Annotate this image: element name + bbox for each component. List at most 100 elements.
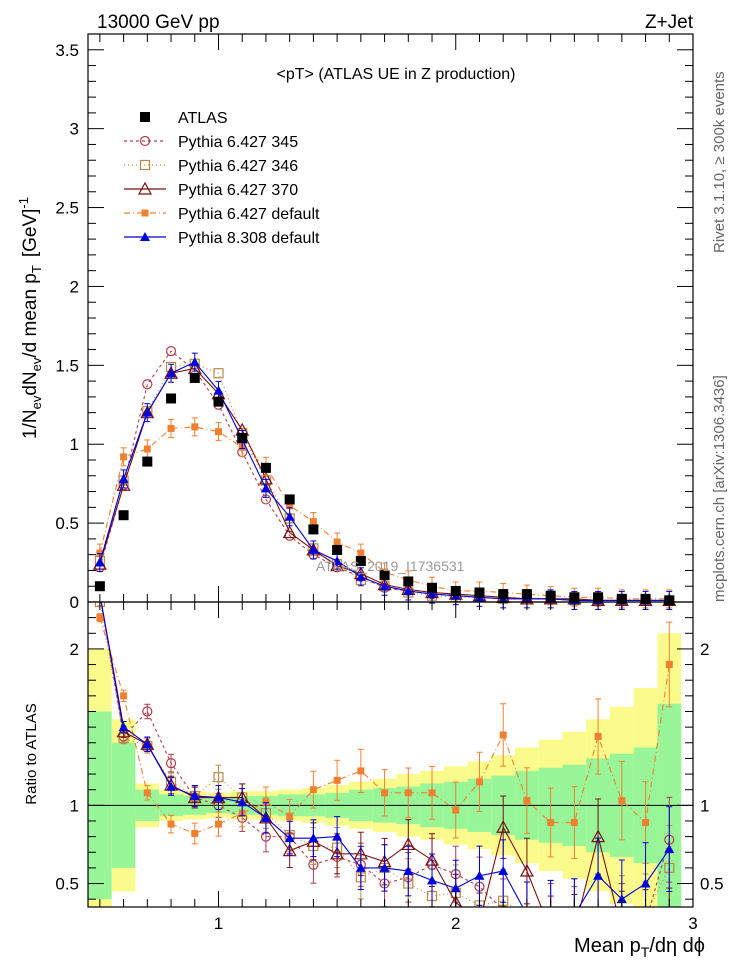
ratio-point-p8def xyxy=(403,866,414,876)
data-point-p370 xyxy=(116,477,131,491)
ratio-point-p8def xyxy=(260,812,271,822)
ratio-point-p8def xyxy=(355,862,366,872)
legend-marker-p346 xyxy=(139,159,151,171)
data-point-ATLAS xyxy=(284,494,295,505)
data-point-ATLAS xyxy=(403,576,414,587)
ratio-point-p8def xyxy=(427,875,438,885)
y-tick-label: 0.5 xyxy=(55,514,79,533)
ratio-y-tick-label-left: 0.5 xyxy=(55,875,79,894)
ratio-point-p6def xyxy=(570,819,578,827)
data-point-p6def xyxy=(214,428,222,436)
x-tick-label: 1 xyxy=(214,914,223,933)
ratio-y-tick-label-right: 0.5 xyxy=(700,875,724,894)
data-point-p6def xyxy=(333,538,341,546)
legend: ATLAS Pythia 6.427 345 Pythia 6.427 346 Pyt… xyxy=(124,110,320,247)
ratio-y-tick-label-left: 2 xyxy=(70,640,79,659)
data-point-p8def xyxy=(403,585,414,595)
y-tick-label: 1 xyxy=(70,435,79,454)
header-left: 13000 GeV pp xyxy=(97,12,220,33)
ratio-point-p345 xyxy=(165,758,177,769)
data-point-p8def xyxy=(118,473,129,483)
ratio-point-p6def xyxy=(618,797,626,805)
ratio-y-tick-label-right: 1 xyxy=(700,796,709,815)
ratio-point-p8def xyxy=(640,878,651,888)
x-axis-label: Mean pT/dη dϕ xyxy=(574,935,705,960)
legend-marker-p345 xyxy=(139,135,151,147)
ratio-point-p8def xyxy=(498,866,509,876)
y-tick-label: 3 xyxy=(70,120,79,139)
ratio-point-p6def xyxy=(547,819,555,827)
ratio-point-p6def xyxy=(523,797,531,805)
data-point-p345 xyxy=(165,346,177,357)
ratio-point-p345 xyxy=(142,706,153,717)
legend-label-p346: Pythia 6.427 346 xyxy=(178,158,298,175)
ratio-point-p6def xyxy=(333,776,341,784)
main-ylabel: 1/NevdNev/d mean pT[GeV]-1 xyxy=(16,197,44,439)
data-point-ATLAS xyxy=(474,587,485,598)
data-point-ATLAS xyxy=(142,456,153,467)
ratio-point-p6def xyxy=(191,829,199,837)
legend-marker-ATLAS xyxy=(140,112,150,122)
ratio-point-p6def xyxy=(499,731,507,739)
ratio-point-p6def xyxy=(167,820,175,828)
data-point-p8def xyxy=(379,581,390,591)
ratio-point-p370 xyxy=(496,819,511,833)
data-point-p8def xyxy=(308,544,319,554)
watermark: ATLAS_2019_I1736531 xyxy=(316,558,465,574)
main-panel: 0 0.5 1 1.5 2 2.5 3 3.5 <pT> (ATLAS UE in Z pro… xyxy=(16,33,694,612)
ratio-point-p8def xyxy=(593,870,604,880)
side-text-top: Rivet 3.1.10, ≥ 300k events xyxy=(711,71,728,253)
legend-label-p6def: Pythia 6.427 default xyxy=(178,206,320,223)
data-point-p8def xyxy=(284,511,295,521)
ratio-point-p8def xyxy=(166,781,177,791)
data-point-p370 xyxy=(330,558,345,572)
data-point-p8def xyxy=(355,571,366,581)
ratio-point-p6def xyxy=(357,767,365,775)
ratio-point-p370 xyxy=(330,846,345,860)
data-point-ATLAS xyxy=(237,432,248,443)
x-tick-label: 2 xyxy=(451,914,460,933)
ratio-point-p6def xyxy=(428,789,436,797)
ratio-point-p8def xyxy=(474,870,485,880)
ratio-point-p6def xyxy=(309,786,317,794)
data-point-p8def xyxy=(213,385,224,395)
data-point-ATLAS xyxy=(355,555,366,566)
ratio-point-p8def xyxy=(450,883,461,893)
data-point-p346 xyxy=(213,368,224,379)
data-point-ATLAS xyxy=(308,524,319,535)
ratio-point-p346 xyxy=(213,772,224,783)
data-point-p8def xyxy=(427,589,438,599)
ratio-point-p8def xyxy=(284,833,295,843)
data-point-p6def xyxy=(120,453,128,461)
ratio-point-p8def xyxy=(332,831,343,841)
data-point-p6def xyxy=(191,423,199,431)
y-tick-label: 1.5 xyxy=(55,356,79,375)
ratio-point-p8def xyxy=(142,739,153,749)
ratio-point-p6def xyxy=(594,733,602,741)
data-point-ATLAS xyxy=(260,462,271,473)
ratio-point-p370 xyxy=(282,843,297,857)
data-point-p6def xyxy=(286,502,294,510)
ratio-point-p6def xyxy=(214,820,222,828)
y-tick-label: 2.5 xyxy=(55,199,79,218)
data-point-ATLAS xyxy=(332,544,343,555)
main-title: <pT> (ATLAS UE in Z production) xyxy=(277,66,516,83)
ratio-point-p370 xyxy=(116,724,131,738)
side-text-bottom: mcplots.cern.ch [arXiv:1306.3436] xyxy=(711,375,728,602)
data-point-ATLAS xyxy=(166,393,177,404)
legend-label-p8def: Pythia 8.308 default xyxy=(178,230,320,247)
y-tick-label: 2 xyxy=(70,277,79,296)
data-point-ATLAS xyxy=(213,396,224,407)
y-tick-label: 0 xyxy=(70,593,79,612)
data-point-ATLAS xyxy=(94,581,105,592)
data-point-ATLAS xyxy=(427,582,438,593)
data-point-p8def xyxy=(166,368,177,378)
legend-label-p370: Pythia 6.427 370 xyxy=(178,182,298,199)
data-point-p345 xyxy=(142,379,153,390)
data-point-p8def xyxy=(189,357,200,367)
data-point-ATLAS xyxy=(189,372,200,383)
ratio-point-p8def xyxy=(664,844,675,854)
data-point-p370 xyxy=(282,525,297,539)
data-point-p8def xyxy=(332,555,343,565)
ratio-point-p6def xyxy=(475,778,483,786)
